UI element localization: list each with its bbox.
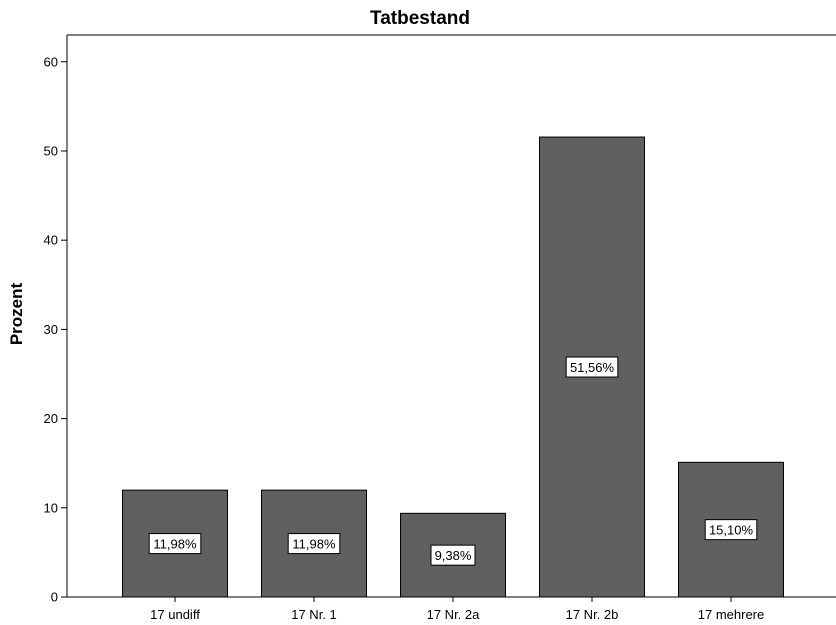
- data-label: 9,38%: [435, 548, 472, 563]
- data-label: 51,56%: [570, 360, 615, 375]
- x-tick-label: 17 mehrere: [698, 607, 764, 622]
- data-label-box: [704, 519, 758, 541]
- data-label-box: [287, 533, 341, 555]
- y-tick-label: 30: [44, 322, 58, 337]
- y-tick-label: 0: [51, 590, 58, 605]
- x-tick-label: 17 undiff: [150, 607, 200, 622]
- y-tick-label: 40: [44, 233, 58, 248]
- plot-area: 0 10 20 30 40 50 60 11,98% 17 undiff 11,98% 17 Nr.…: [44, 34, 836, 622]
- y-tick-label: 60: [44, 54, 58, 69]
- data-label-box: [565, 356, 619, 378]
- data-label-box: [430, 544, 476, 566]
- x-tick-label: 17 Nr. 2b: [566, 607, 619, 622]
- chart-title: Tatbestand: [370, 8, 470, 29]
- x-tick-label: 17 Nr. 1: [291, 607, 337, 622]
- y-tick-label: 10: [44, 500, 58, 515]
- data-label: 11,98%: [292, 537, 336, 552]
- y-tick-label: 20: [44, 411, 58, 426]
- data-label: 11,98%: [153, 537, 197, 552]
- bar: [122, 489, 228, 598]
- data-label: 15,10%: [709, 523, 754, 538]
- data-label-box: [148, 533, 202, 555]
- y-axis-label: Prozent: [7, 282, 26, 345]
- y-tick-label: 50: [44, 143, 58, 158]
- x-tick-label: 17 Nr. 2a: [427, 607, 481, 622]
